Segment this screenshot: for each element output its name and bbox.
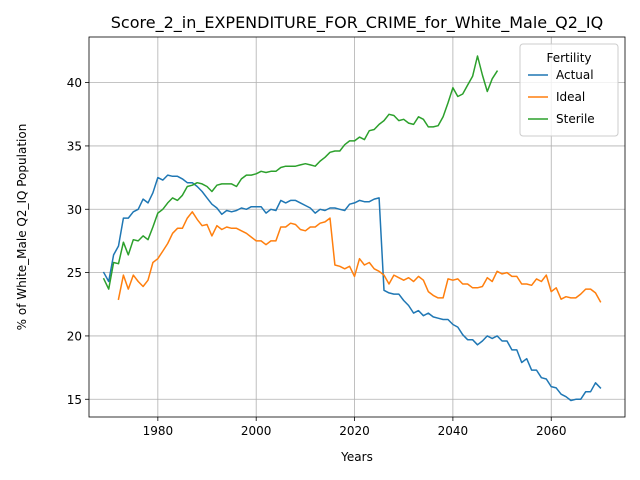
y-tick-label: 25 (67, 266, 82, 280)
grid (89, 37, 625, 417)
y-tick-label: 15 (67, 393, 82, 407)
plot-frame (88, 36, 626, 418)
series-line-sterile (102, 55, 499, 290)
x-tick-label: 2040 (438, 424, 469, 438)
y-tick-label: 30 (67, 203, 82, 217)
x-tick-label: 2020 (339, 424, 370, 438)
y-tick-label: 20 (67, 329, 82, 343)
y-axis-label: % of White_Male Q2_IQ Population (15, 124, 29, 331)
legend: Fertility Actual Ideal Sterile (519, 43, 619, 137)
legend-box (519, 43, 619, 137)
series-line-actual (102, 174, 602, 402)
legend-label-ideal: Ideal (556, 90, 585, 104)
chart-title: Score_2_in_EXPENDITURE_FOR_CRIME_for_Whi… (111, 13, 603, 33)
series-lines (102, 55, 602, 402)
legend-label-sterile: Sterile (556, 112, 595, 126)
x-tick-label: 2060 (536, 424, 567, 438)
legend-title: Fertility (546, 51, 591, 65)
x-tick-label: 1980 (143, 424, 174, 438)
x-tick-label: 2000 (241, 424, 272, 438)
y-tick-label: 35 (67, 139, 82, 153)
y-tick-label: 40 (67, 76, 82, 90)
x-axis-label: Years (340, 450, 373, 464)
axis-ticks: 1980 2000 2020 2040 2060 15 20 25 30 35 40 (67, 76, 567, 438)
legend-label-actual: Actual (556, 68, 594, 82)
series-line-ideal (117, 211, 602, 303)
